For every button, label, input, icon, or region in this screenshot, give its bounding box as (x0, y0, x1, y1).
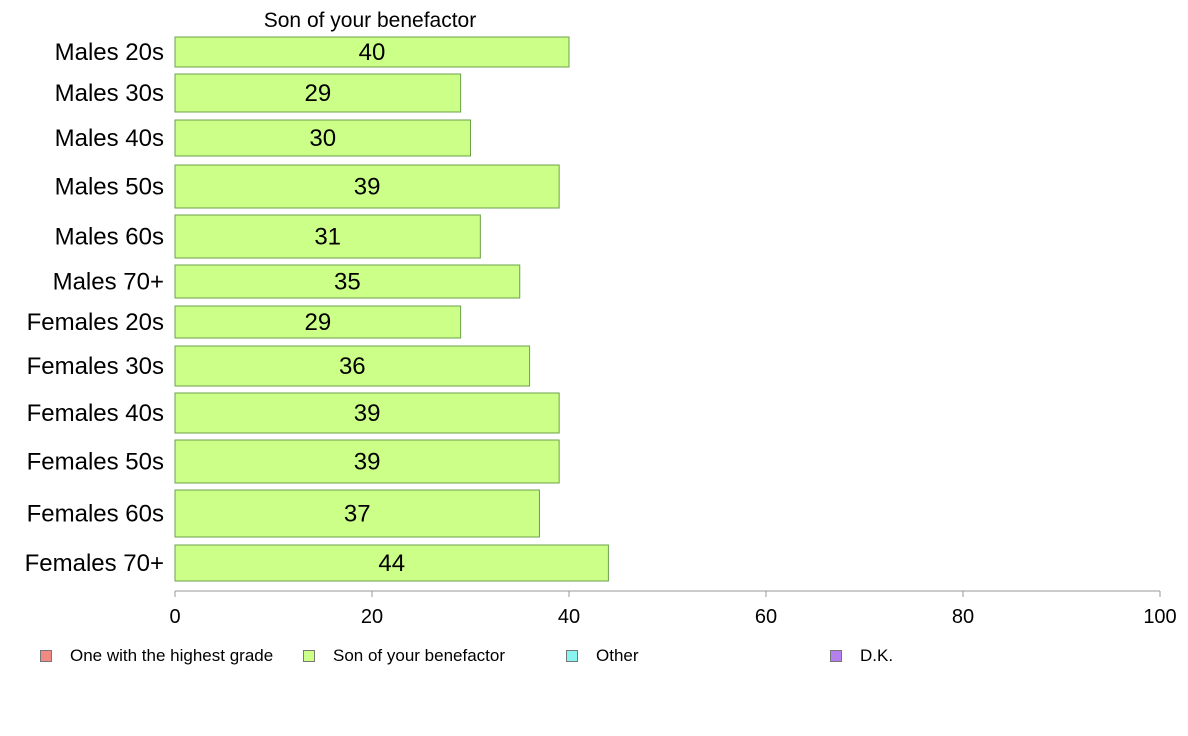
category-label: Males 20s (55, 39, 164, 66)
x-tick-label: 60 (755, 606, 777, 628)
bar-value-label: 39 (354, 400, 381, 427)
bar-value-label: 39 (354, 449, 381, 476)
bar-value-label: 31 (314, 224, 341, 251)
legend-item-one-with-highest-grade: One with the highest grade (40, 646, 273, 666)
category-label: Males 70+ (53, 269, 164, 296)
legend-label: Other (596, 646, 639, 665)
bar (174, 214, 481, 259)
category-label: Males 40s (55, 125, 164, 152)
legend-swatch (303, 650, 315, 662)
bar (174, 164, 560, 209)
x-tick-label: 100 (1143, 606, 1176, 628)
bar-value-label: 29 (304, 80, 331, 107)
bar (174, 489, 540, 538)
legend: One with the highest grade Son of your b… (0, 646, 1188, 668)
bar-value-label: 44 (378, 550, 405, 577)
x-axis: 0 20 40 60 80 100 (169, 590, 1177, 628)
x-tick-label: 20 (361, 606, 383, 628)
legend-label: Son of your benefactor (333, 646, 506, 665)
bar (174, 544, 609, 582)
bar (174, 305, 462, 339)
x-tick-label: 40 (558, 606, 580, 628)
category-label: Females 20s (27, 309, 164, 336)
bar (174, 119, 471, 157)
bar-value-label: 35 (334, 269, 361, 296)
legend-item-son-of-your-benefactor: Son of your benefactor (303, 646, 505, 666)
legend-label: D.K. (860, 646, 894, 665)
legend-swatch (830, 650, 842, 662)
bars-group: Males 20s 40 Males 30s 29 Males 40s 30 Males 5… (25, 36, 609, 582)
category-label: Females 40s (27, 400, 164, 427)
category-label: Males 30s (55, 80, 164, 107)
bar (174, 392, 560, 434)
bar (174, 439, 560, 484)
bar-value-label: 39 (354, 174, 381, 201)
bar-value-label: 37 (344, 501, 371, 528)
legend-swatch (566, 650, 578, 662)
legend-swatch (40, 650, 52, 662)
x-tick-label: 80 (952, 606, 974, 628)
category-label: Females 30s (27, 353, 164, 380)
bar (174, 264, 521, 299)
bar-value-label: 36 (339, 353, 366, 380)
legend-item-dk: D.K. (830, 646, 893, 666)
legend-label: One with the highest grade (70, 646, 274, 665)
legend-item-other: Other (566, 646, 639, 666)
bar (174, 36, 570, 68)
category-label: Females 70+ (25, 550, 164, 577)
x-tick-label: 0 (169, 606, 180, 628)
bar-value-label: 29 (304, 309, 331, 336)
category-label: Males 50s (55, 174, 164, 201)
bar-value-label: 40 (359, 39, 386, 66)
category-label: Females 50s (27, 449, 164, 476)
category-label: Females 60s (27, 501, 164, 528)
bar (174, 345, 531, 387)
bar-value-label: 30 (309, 125, 336, 152)
chart-title: Son of your benefactor (264, 9, 476, 32)
bar (174, 73, 462, 113)
category-label: Males 60s (55, 224, 164, 251)
